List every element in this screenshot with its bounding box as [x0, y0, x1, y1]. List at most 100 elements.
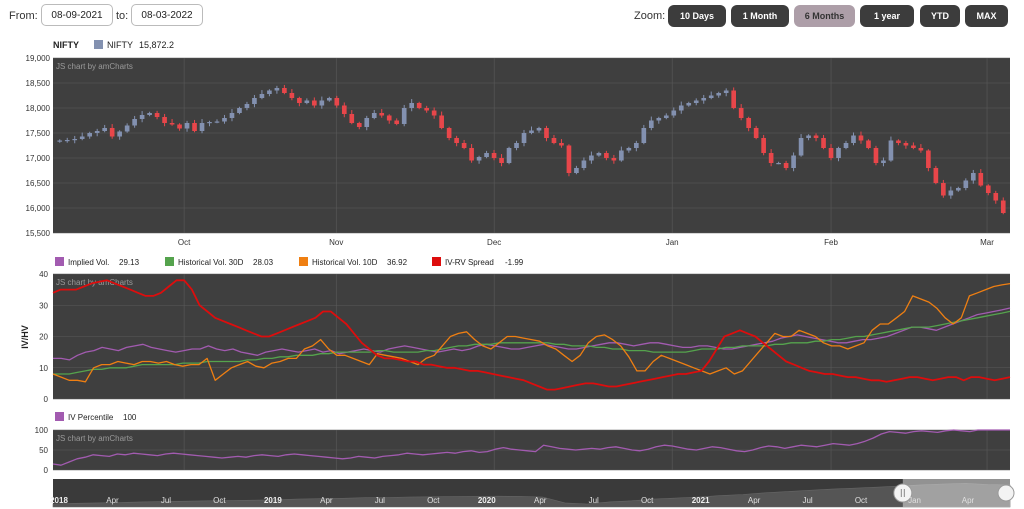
- candle-up: [259, 94, 265, 98]
- candle-up: [678, 105, 684, 111]
- navigator-x-tick-label: Jul: [802, 496, 812, 505]
- candle-up: [574, 168, 579, 173]
- candle-down: [828, 148, 834, 158]
- vol-series-historical-vol-30d: [53, 310, 1011, 375]
- vol-watermark: JS chart by amCharts: [56, 278, 133, 287]
- ivp-y-tick-label: 0: [44, 466, 49, 475]
- hv30-legend-value: 28.03: [253, 258, 274, 267]
- candle-down: [551, 138, 557, 143]
- navigator-x-tick-label: 2018: [50, 496, 68, 505]
- nifty-legend-name: NIFTY: [107, 40, 133, 50]
- zoom-1-month-button[interactable]: 1 Month: [731, 5, 789, 27]
- price-y-tick-label: 17,000: [26, 154, 51, 163]
- candle-up: [132, 119, 137, 126]
- hv30-legend-name: Historical Vol. 30D: [178, 258, 244, 267]
- price-y-tick-label: 15,500: [26, 229, 51, 238]
- candle-up: [948, 190, 954, 196]
- candle-down: [154, 113, 160, 117]
- hv10-legend-value: 36.92: [387, 258, 408, 267]
- candle-up: [648, 120, 654, 128]
- ivp-series-iv-percentile: [52, 429, 1010, 466]
- candle-down: [297, 98, 302, 103]
- hv30-legend-marker: [165, 257, 174, 266]
- candle-down: [282, 88, 287, 93]
- candle-up: [506, 148, 512, 163]
- ivp-legend-name: IV Percentile: [68, 413, 114, 422]
- navigator-x-tick-label: Jul: [161, 496, 171, 505]
- candle-up: [663, 115, 669, 118]
- scrollbar-track[interactable]: [53, 479, 1010, 507]
- vol-y-tick-label: 0: [44, 395, 49, 404]
- candle-up: [581, 160, 587, 168]
- zoom-1-year-button[interactable]: 1 year: [860, 5, 914, 27]
- candle-up: [806, 135, 811, 138]
- to-date-input[interactable]: [131, 4, 203, 26]
- candle-up: [244, 104, 250, 108]
- candle-up: [641, 128, 647, 143]
- candle-down: [731, 90, 737, 108]
- candle-up: [626, 148, 632, 151]
- candle-down: [911, 145, 916, 148]
- candle-up: [102, 128, 107, 131]
- candle-up: [836, 148, 841, 158]
- from-date-input[interactable]: [41, 4, 113, 26]
- zoom-10-days-button[interactable]: 10 Days: [668, 5, 726, 27]
- candle-down: [439, 115, 444, 128]
- candle-down: [461, 143, 467, 148]
- navigator-x-tick-label: 2021: [692, 496, 710, 505]
- hv10-legend-name: Historical Vol. 10D: [312, 258, 378, 267]
- price-symbol: NIFTY: [53, 40, 79, 50]
- ivp-y-tick-label: 50: [39, 446, 48, 455]
- vol-y-tick-label: 40: [39, 270, 48, 279]
- candle-down: [446, 128, 452, 138]
- candle-down: [761, 138, 766, 153]
- nifty-legend-marker: [94, 40, 103, 49]
- ivp-panel: [53, 430, 1010, 470]
- price-x-tick-label: Feb: [824, 238, 838, 247]
- candle-down: [491, 153, 497, 158]
- price-x-tick-label: Mar: [980, 238, 994, 247]
- price-y-tick-label: 16,000: [26, 204, 51, 213]
- candle-up: [304, 100, 310, 103]
- candle-up: [701, 98, 707, 101]
- candle-up: [791, 155, 796, 168]
- candle-up: [72, 139, 78, 141]
- candle-down: [386, 115, 392, 121]
- navigator-x-tick-label: Apr: [748, 496, 761, 505]
- candle-up: [843, 143, 849, 148]
- candle-down: [903, 143, 909, 146]
- price-panel: [53, 58, 1010, 233]
- navigator-x-tick-label: Jan: [908, 496, 921, 505]
- iv-legend-name: Implied Vol.: [68, 258, 109, 267]
- candle-down: [993, 193, 999, 201]
- zoom-6-months-button[interactable]: 6 Months: [794, 5, 855, 27]
- candle-down: [416, 103, 422, 108]
- candle-down: [469, 148, 474, 161]
- candle-up: [326, 98, 332, 101]
- candle-down: [349, 114, 355, 123]
- candle-down: [431, 110, 437, 116]
- candle-down: [918, 148, 924, 151]
- candle-down: [746, 118, 751, 128]
- candle-down: [933, 168, 939, 183]
- zoom-ytd-button[interactable]: YTD: [920, 5, 960, 27]
- zoom-max-button[interactable]: MAX: [965, 5, 1008, 27]
- price-y-tick-label: 17,500: [26, 129, 51, 138]
- candle-up: [147, 113, 152, 115]
- candle-up: [514, 143, 519, 148]
- candle-down: [177, 124, 182, 129]
- navigator-x-tick-label: Oct: [641, 496, 654, 505]
- candle-up: [207, 122, 212, 124]
- spread-legend-marker: [432, 257, 441, 266]
- candle-down: [312, 100, 317, 106]
- candle-up: [222, 118, 227, 122]
- candle-up: [364, 118, 370, 127]
- candle-down: [379, 113, 385, 116]
- candle-down: [566, 145, 572, 173]
- price-watermark: JS chart by amCharts: [56, 62, 133, 71]
- volatility-panel: [53, 274, 1010, 399]
- candle-down: [544, 128, 549, 138]
- price-x-tick-label: Dec: [487, 238, 501, 247]
- candle-up: [881, 160, 886, 163]
- candle-down: [985, 185, 991, 193]
